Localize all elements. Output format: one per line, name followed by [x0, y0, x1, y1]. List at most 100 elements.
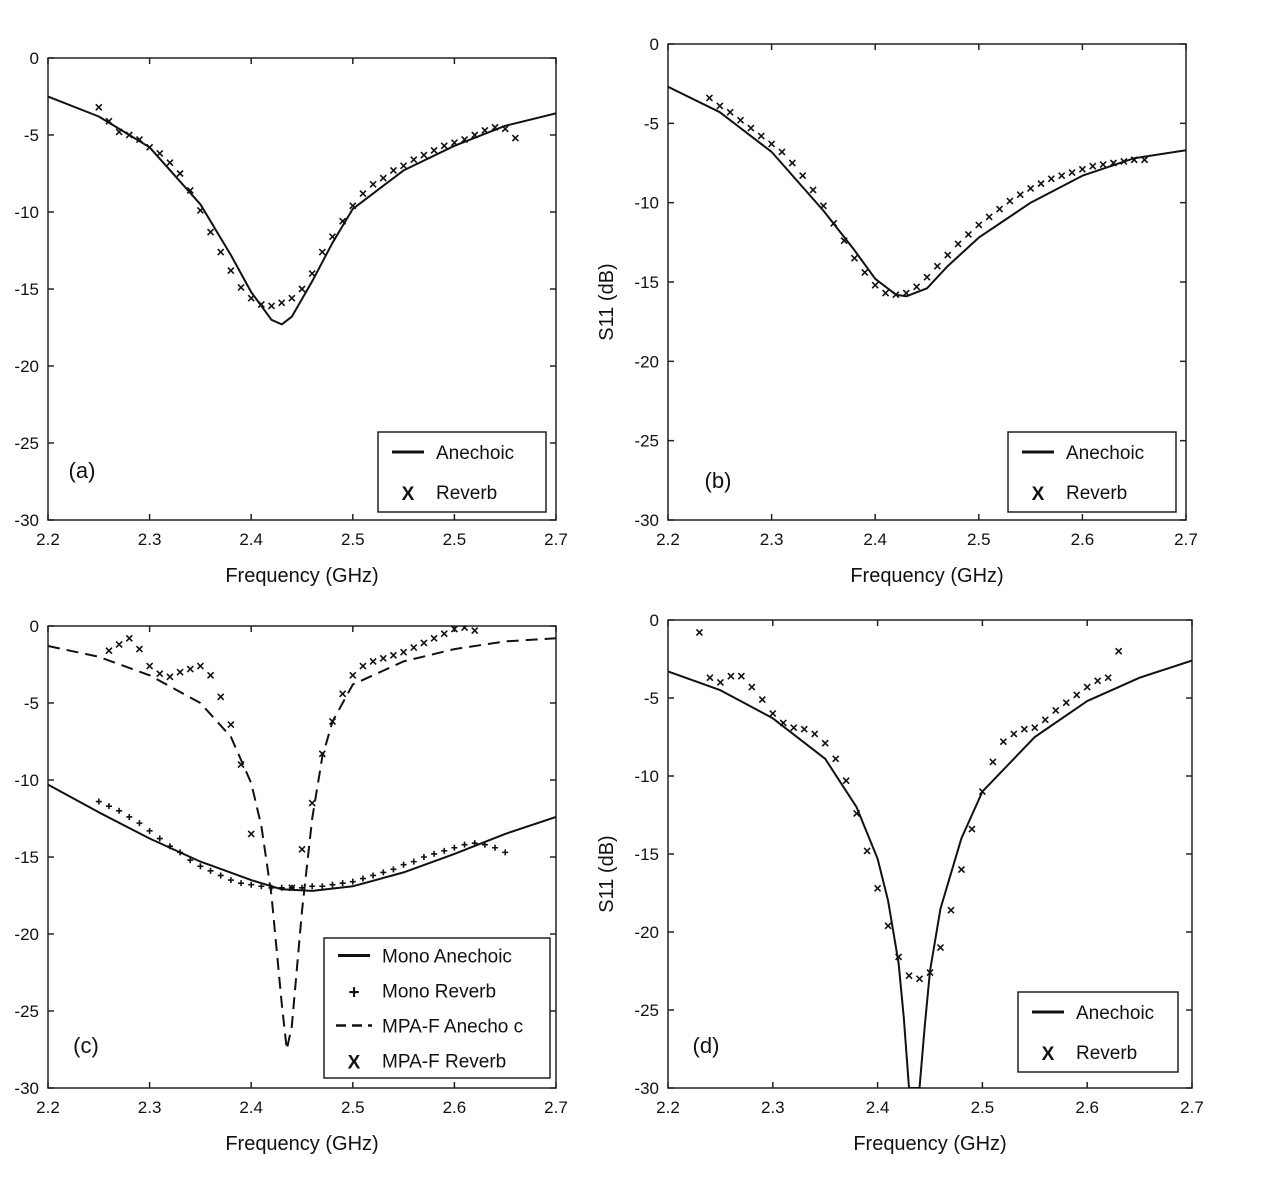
data-point — [757, 132, 765, 140]
data-point — [95, 798, 102, 805]
y-axis-title: S11 (dB) — [596, 835, 618, 912]
y-tick-label: -25 — [634, 432, 659, 451]
data-point — [716, 678, 724, 686]
x-tick-label: 2.7 — [1174, 530, 1198, 549]
y-tick-label: -5 — [644, 114, 659, 133]
legend-label: Anechoic — [436, 443, 514, 464]
series-reverb — [705, 94, 1149, 299]
data-point — [207, 867, 214, 874]
data-point — [125, 131, 133, 139]
data-point — [318, 750, 326, 758]
data-point — [196, 206, 204, 215]
data-point — [811, 730, 819, 738]
legend-marker: X — [402, 484, 415, 505]
series-mpa-f-reverb — [105, 626, 479, 892]
data-point — [227, 877, 234, 884]
legend-label: MPA-F Reverb — [382, 1052, 506, 1073]
data-point — [1099, 161, 1107, 169]
data-point — [748, 683, 756, 691]
data-point — [481, 841, 488, 848]
x-tick-label: 2.4 — [239, 1098, 263, 1117]
panel-label: (b) — [705, 468, 732, 493]
data-point — [267, 302, 276, 310]
x-tick-label: 2.5 — [341, 530, 365, 549]
series-line — [48, 637, 556, 1051]
data-point — [511, 134, 519, 142]
legend-label: Reverb — [1066, 483, 1127, 504]
data-point — [1120, 157, 1128, 165]
data-point — [308, 270, 316, 278]
x-tick-label: 2.5 — [967, 530, 991, 549]
legend-label: Anechoic — [1066, 443, 1144, 464]
y-tick-label: -10 — [634, 767, 659, 786]
data-point — [389, 651, 398, 659]
data-point — [1058, 172, 1066, 180]
data-point — [821, 739, 829, 747]
data-point — [978, 788, 986, 796]
data-point — [379, 654, 387, 662]
x-tick-label: 2.3 — [760, 530, 784, 549]
data-point — [881, 289, 890, 297]
y-tick-label: -30 — [634, 1079, 659, 1098]
y-tick-label: -20 — [634, 923, 659, 942]
data-point — [902, 289, 910, 297]
data-point — [196, 662, 204, 670]
x-tick-label: 2.2 — [36, 530, 60, 549]
data-point — [247, 294, 255, 302]
data-point — [944, 251, 952, 259]
data-point — [156, 670, 164, 678]
data-point — [1089, 162, 1097, 170]
data-point — [913, 283, 921, 291]
x-tick-label: 2.4 — [866, 1098, 890, 1117]
data-point — [726, 108, 734, 116]
legend-box — [1007, 431, 1177, 513]
x-tick-label: 2.3 — [761, 1098, 785, 1117]
y-tick-label: -10 — [634, 194, 659, 213]
data-point — [874, 884, 882, 892]
data-point — [1078, 165, 1086, 173]
data-point — [954, 240, 962, 248]
data-point — [197, 863, 204, 870]
data-point — [349, 671, 357, 679]
series-anechoic — [668, 85, 1186, 298]
x-axis-title: Frequency (GHz) — [850, 565, 1003, 587]
data-point — [146, 662, 154, 670]
data-point — [975, 221, 983, 229]
data-point — [410, 156, 418, 164]
legend-label: Mono Anechoic — [382, 947, 512, 968]
series-mpa-f-anecho-c — [48, 637, 556, 1051]
data-point — [420, 639, 428, 647]
data-point — [779, 719, 787, 727]
data-point — [451, 844, 458, 851]
data-point — [329, 881, 336, 888]
x-tick-label: 2.4 — [239, 530, 263, 549]
y-tick-label: -10 — [14, 203, 39, 222]
y-tick-label: -10 — [14, 771, 39, 790]
legend-box — [1017, 991, 1179, 1073]
data-point — [1027, 184, 1035, 192]
data-point — [441, 847, 448, 854]
y-tick-label: -20 — [634, 352, 659, 371]
series-line — [668, 659, 1192, 1088]
x-tick-label: 2.6 — [1071, 530, 1095, 549]
x-tick-label: 2.5 — [341, 1098, 365, 1117]
data-point — [915, 975, 924, 983]
panel-label: (d) — [693, 1033, 720, 1058]
data-point — [126, 813, 133, 820]
data-point — [186, 665, 194, 673]
data-point — [832, 755, 840, 763]
data-point — [995, 205, 1004, 213]
data-point — [105, 117, 113, 125]
panel-label: (c) — [73, 1033, 99, 1058]
data-point — [258, 883, 265, 890]
data-point — [481, 126, 489, 134]
x-tick-label: 2.3 — [138, 1098, 162, 1117]
data-point — [237, 283, 245, 292]
data-point — [136, 820, 143, 827]
data-point — [278, 884, 285, 891]
data-point — [1052, 706, 1060, 715]
data-point — [1041, 716, 1049, 724]
data-point — [156, 835, 163, 842]
data-point — [1130, 156, 1138, 164]
data-point — [502, 849, 509, 856]
